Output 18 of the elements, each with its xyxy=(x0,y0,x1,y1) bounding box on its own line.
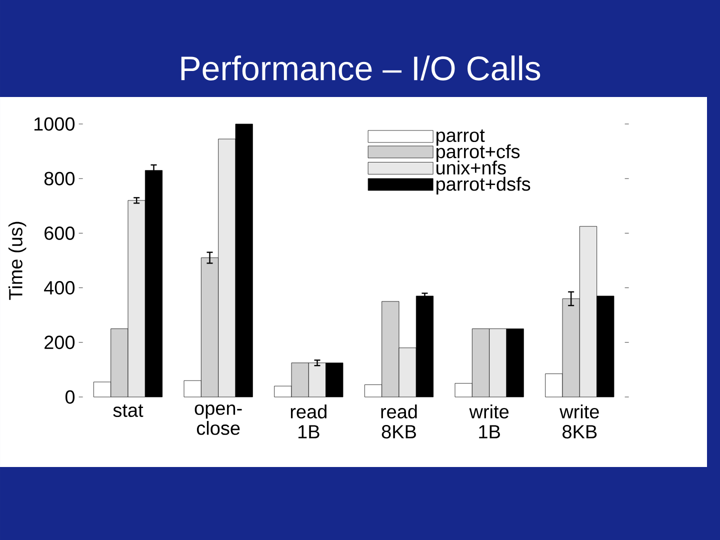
legend-label: parrot+dsfs xyxy=(436,176,530,195)
chart-title: Performance – I/O Calls xyxy=(181,56,540,80)
legend-label: parrot xyxy=(436,130,485,146)
x-tick-label: open-close xyxy=(194,404,242,435)
y-tick-label: 0 xyxy=(65,390,75,404)
y-tick-label: 200 xyxy=(44,336,75,350)
legend-label: parrot+cfs xyxy=(436,144,520,162)
x-tick-label: read 8KB xyxy=(381,404,417,438)
legend-label: unix+nfs xyxy=(436,160,506,175)
y-tick-label: 1000 xyxy=(34,117,75,131)
y-axis-title: Time (us) xyxy=(8,222,26,300)
x-tick-label: stat xyxy=(113,404,144,417)
x-tick-label: read 1B xyxy=(290,404,326,438)
y-tick-label: 400 xyxy=(44,281,75,295)
y-tick-label: 600 xyxy=(44,226,75,240)
y-tick-label: 800 xyxy=(44,172,75,186)
x-tick-label: write 1B xyxy=(469,404,509,438)
x-tick-label: write 8KB xyxy=(560,404,599,438)
